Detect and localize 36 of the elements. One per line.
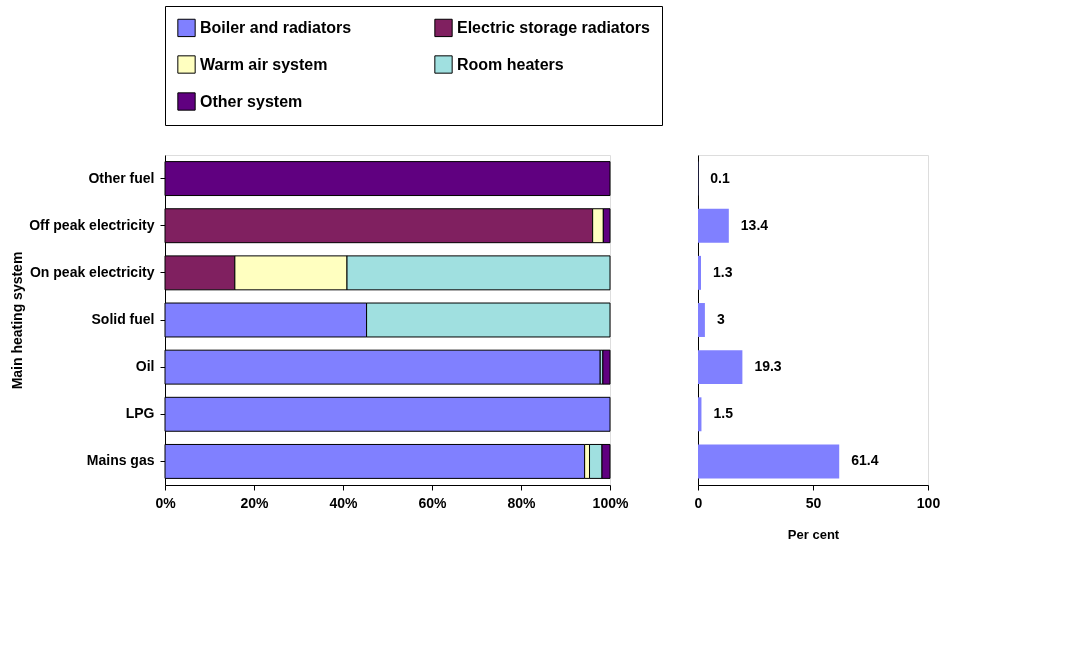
bar [698, 303, 705, 337]
x-tick-label: 40% [329, 494, 359, 511]
legend-label: Other system [200, 92, 303, 110]
data-label: 13.4 [740, 216, 769, 233]
y-tick-label: Oil [135, 358, 155, 375]
data-label: 1.3 [712, 263, 733, 280]
data-label: 1.5 [713, 405, 734, 422]
bar [602, 349, 611, 385]
x-tick-label: 60% [418, 494, 448, 511]
y-tick-label: On peak electricity [29, 263, 155, 280]
x-tick-label: 0% [155, 494, 177, 511]
x-tick-label: 100 [916, 494, 941, 511]
x-tick-label: 80% [507, 494, 537, 511]
y-tick-label: LPG [125, 405, 155, 422]
x-axis-title: Per cent [787, 526, 840, 542]
data-label: 61.4 [851, 452, 879, 469]
x-tick-label: 50 [805, 494, 822, 511]
y-tick-label: Other fuel [88, 169, 155, 186]
y-tick-label: Off peak electricity [29, 216, 155, 233]
x-tick-label: 0 [694, 494, 703, 511]
data-label: 0.1 [710, 169, 730, 186]
bar [698, 208, 729, 243]
bar [698, 255, 701, 290]
legend-label: Boiler and radiators [200, 18, 352, 36]
legend-label: Electric storage radiators [457, 18, 651, 36]
bar [698, 350, 743, 385]
data-label: 19.3 [754, 358, 782, 375]
y-tick-label: Mains gas [86, 452, 155, 469]
legend-label: Warm air system [200, 55, 328, 73]
y-tick-label: Solid fuel [91, 311, 155, 327]
y-axis-title: Main heating system [9, 251, 26, 390]
bar [698, 444, 840, 479]
x-tick-label: 100% [592, 494, 629, 511]
x-tick-label: 20% [240, 494, 270, 511]
data-label: 3 [716, 311, 725, 327]
legend-label: Room heaters [457, 55, 564, 73]
